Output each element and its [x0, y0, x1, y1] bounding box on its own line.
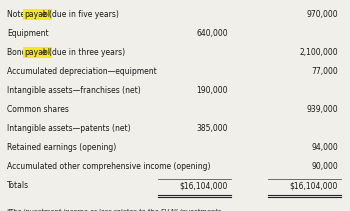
Text: e (due in three years): e (due in three years)	[42, 48, 125, 57]
Text: 640,000: 640,000	[196, 29, 228, 38]
Text: Accumulated other comprehensive income (opening): Accumulated other comprehensive income (…	[7, 162, 210, 171]
Text: 939,000: 939,000	[306, 105, 338, 114]
Text: Accumulated depreciation—equipment: Accumulated depreciation—equipment	[7, 67, 157, 76]
Text: 190,000: 190,000	[196, 86, 228, 95]
Text: $16,104,000: $16,104,000	[290, 181, 338, 190]
Text: Bonds: Bonds	[7, 48, 33, 57]
Text: 2,100,000: 2,100,000	[299, 48, 338, 57]
Text: e (due in five years): e (due in five years)	[42, 10, 119, 19]
Text: Equipment: Equipment	[7, 29, 49, 38]
Text: payabl: payabl	[25, 10, 50, 19]
Text: Common shares: Common shares	[7, 105, 69, 114]
Text: a: a	[7, 208, 10, 211]
Text: 970,000: 970,000	[306, 10, 338, 19]
Text: Intangible assets—franchises (net): Intangible assets—franchises (net)	[7, 86, 141, 95]
Text: payabl: payabl	[25, 48, 50, 57]
Text: Totals: Totals	[7, 181, 29, 190]
Text: Retained earnings (opening): Retained earnings (opening)	[7, 143, 116, 152]
Text: Notes: Notes	[7, 10, 31, 19]
Text: 77,000: 77,000	[311, 67, 338, 76]
Text: 90,000: 90,000	[311, 162, 338, 171]
Text: $16,104,000: $16,104,000	[180, 181, 228, 190]
Text: The investment income or loss relates to the FV-NI investments.: The investment income or loss relates to…	[9, 209, 224, 211]
Text: 94,000: 94,000	[311, 143, 338, 152]
Text: 385,000: 385,000	[196, 124, 228, 133]
Text: Intangible assets—patents (net): Intangible assets—patents (net)	[7, 124, 131, 133]
